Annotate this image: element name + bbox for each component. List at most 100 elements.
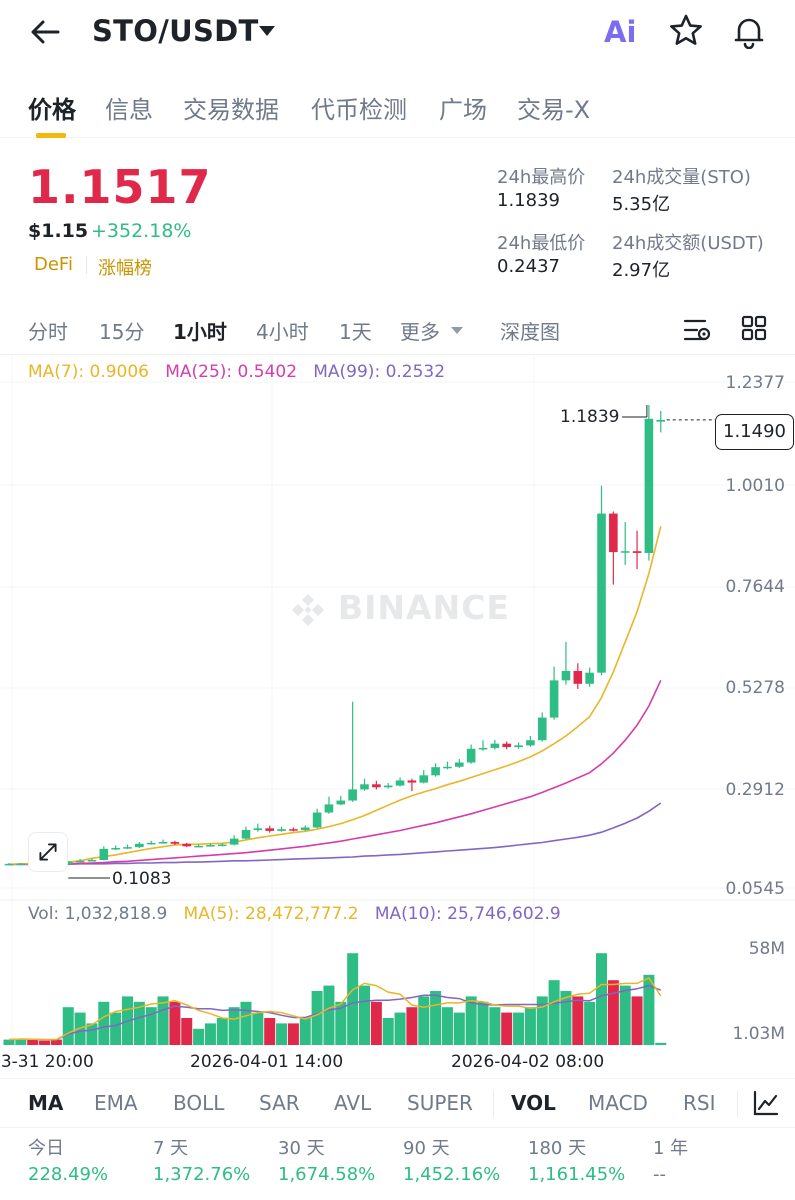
candle-up — [561, 670, 571, 681]
volume-bar — [382, 1018, 394, 1045]
volume-bar — [181, 1018, 193, 1045]
interval-4h[interactable]: 4小时 — [256, 320, 309, 344]
tab-info[interactable]: 信息 — [105, 96, 153, 124]
perf-label-180d: 180 天 — [528, 1138, 587, 1159]
volume-bar — [276, 1023, 288, 1045]
tab-trade-x[interactable]: 交易-X — [517, 96, 591, 124]
stat-value-turnover: 2.97亿 — [612, 260, 671, 281]
y-tick: 0.5278 — [725, 678, 785, 698]
indicator-vol[interactable]: VOL — [511, 1091, 556, 1115]
interval-15m[interactable]: 15分 — [99, 320, 145, 344]
stat-value-low: 0.2437 — [497, 256, 560, 277]
volume-bar — [619, 985, 631, 1045]
volume-bar — [323, 985, 335, 1045]
indicator-sar[interactable]: SAR — [259, 1091, 300, 1115]
candle-down — [170, 842, 180, 844]
interval-1h[interactable]: 1小时 — [173, 320, 227, 344]
volume-legend: Vol: 1,032,818.9 MA(5): 28,472,777.2 MA(… — [28, 904, 561, 924]
vol-ma10-line — [8, 984, 662, 1041]
usd-price: $1.15 — [28, 220, 89, 242]
indicator-rsi[interactable]: RSI — [683, 1091, 716, 1115]
tag-defi[interactable]: DeFi — [34, 254, 73, 275]
star-outline-icon[interactable] — [668, 13, 704, 49]
indicator-super[interactable]: SUPER — [407, 1091, 473, 1115]
volume-bar — [335, 1001, 347, 1045]
perf-label-today: 今日 — [28, 1138, 64, 1159]
volume-bar — [216, 1018, 228, 1045]
volume-bar — [560, 991, 572, 1045]
indicator-avl[interactable]: AVL — [334, 1091, 372, 1115]
volume-bar — [228, 1007, 240, 1045]
interval-timeline[interactable]: 分时 — [28, 320, 68, 344]
indicator-boll[interactable]: BOLL — [173, 1091, 225, 1115]
candle-up — [99, 848, 109, 860]
candle-up — [383, 785, 393, 788]
volume-bar — [394, 1012, 406, 1045]
perf-value-today: 228.49% — [28, 1164, 109, 1185]
volume-bar — [264, 1018, 276, 1045]
x-tick: 2026-04-02 08:00 — [451, 1052, 605, 1072]
drawing-tool-icon[interactable] — [752, 1089, 780, 1117]
candle-up — [4, 863, 14, 866]
indicator-ema[interactable]: EMA — [94, 1091, 138, 1115]
stat-value-volume: 5.35亿 — [612, 194, 671, 215]
volume-bar — [513, 1012, 525, 1045]
x-tick: 03-31 20:00 — [0, 1052, 94, 1072]
indicator-divider — [493, 1091, 494, 1117]
candle-up — [348, 789, 357, 801]
arrow-left-icon[interactable] — [28, 16, 64, 48]
bell-icon[interactable] — [731, 13, 767, 49]
tab-square[interactable]: 广场 — [439, 96, 487, 124]
last-price: 1.1517 — [28, 160, 212, 214]
main-tabs: 价格 信息 交易数据 代币检测 广场 交易-X — [0, 82, 795, 138]
last-price-tag[interactable]: 1.1490 — [715, 414, 794, 450]
candle-up — [656, 419, 666, 422]
candle-up — [597, 513, 606, 673]
volume-bar — [15, 1038, 27, 1045]
volume-bar — [169, 1001, 181, 1045]
volume-bar — [477, 1001, 489, 1045]
volume-bar — [204, 1023, 216, 1045]
tab-token-check[interactable]: 代币检测 — [311, 96, 407, 124]
y-tick: 0.0545 — [725, 879, 785, 899]
indicator-ma[interactable]: MA — [28, 1091, 64, 1115]
tab-trading-data[interactable]: 交易数据 — [183, 96, 279, 124]
volume-bar — [501, 1012, 513, 1045]
volume-bar — [584, 1001, 596, 1045]
tab-price[interactable]: 价格 — [28, 96, 76, 124]
volume-bar — [74, 1012, 86, 1045]
interval-depth[interactable]: 深度图 — [500, 320, 560, 344]
candle-up — [455, 762, 464, 767]
candle-up — [478, 747, 488, 750]
ma-legend: MA(7): 0.9006 MA(25): 0.5402 MA(99): 0.2… — [28, 362, 445, 382]
ai-icon[interactable]: Ai — [604, 15, 637, 49]
layout-grid-icon[interactable] — [740, 314, 768, 342]
volume-bar — [370, 1001, 382, 1045]
ma99-value: MA(99): 0.2532 — [313, 362, 446, 382]
perf-label-90d: 90 天 — [403, 1138, 450, 1159]
low-marker-label: 0.1083 — [112, 869, 172, 889]
interval-more[interactable]: 更多 — [400, 320, 440, 344]
fullscreen-button[interactable] — [28, 832, 68, 872]
volume-bar — [3, 1039, 15, 1045]
pair-title[interactable]: STO/USDT — [92, 14, 259, 48]
more-dropdown-icon[interactable] — [451, 327, 463, 334]
stat-label-low: 24h最低价 — [497, 233, 586, 254]
candle-up — [514, 745, 523, 748]
volume-bar — [524, 1007, 536, 1045]
volume-bar — [110, 1012, 122, 1045]
candle-down — [372, 784, 381, 788]
interval-1d[interactable]: 1天 — [339, 320, 372, 344]
candle-up — [158, 842, 168, 844]
candlestick-chart[interactable] — [0, 355, 795, 1075]
y-tick: 0.2912 — [725, 780, 785, 800]
candle-down — [289, 829, 298, 831]
candle-up — [194, 845, 203, 848]
indicator-macd[interactable]: MACD — [588, 1091, 648, 1115]
pair-dropdown-icon[interactable] — [259, 26, 275, 36]
ma25-line — [9, 679, 662, 866]
candle-up — [277, 829, 286, 831]
tag-gainers[interactable]: 涨幅榜 — [98, 258, 152, 279]
chart-settings-icon[interactable] — [683, 316, 713, 344]
candle-up — [123, 847, 132, 849]
